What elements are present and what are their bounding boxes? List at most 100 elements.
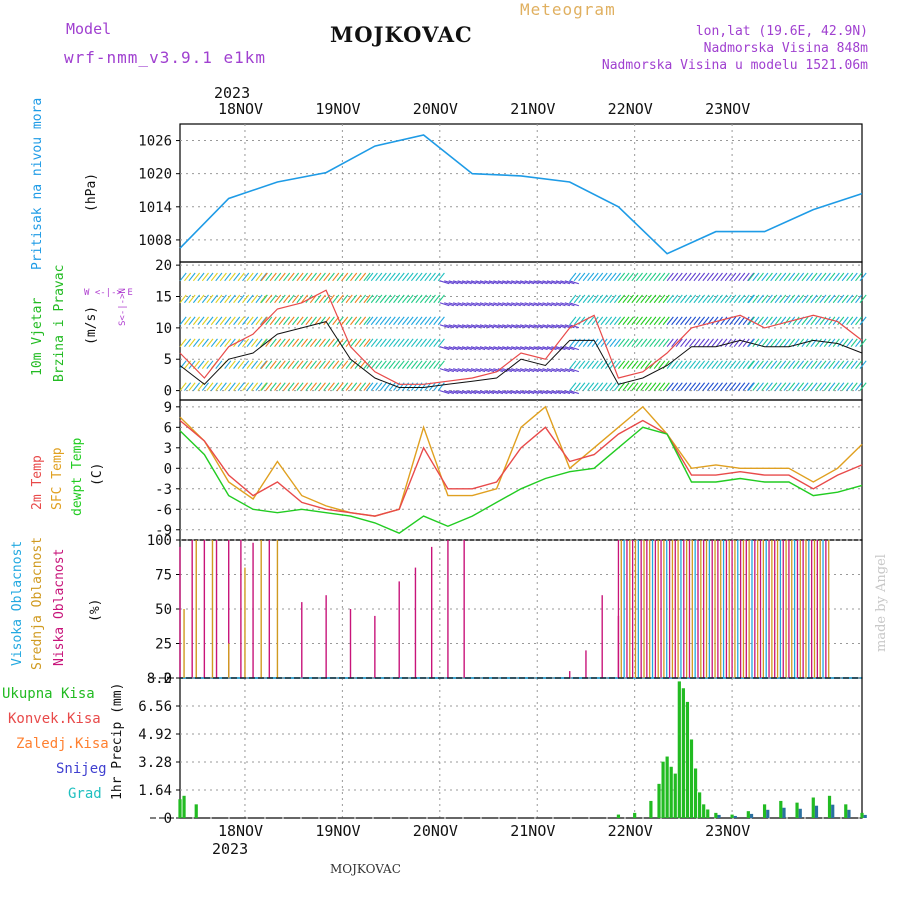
wind-barb bbox=[569, 390, 580, 395]
wind-barb bbox=[233, 294, 241, 304]
precip-bar bbox=[661, 761, 665, 818]
wind-barb bbox=[797, 338, 805, 348]
wind-barb bbox=[761, 272, 769, 282]
wind-barb bbox=[406, 360, 414, 369]
wind-barb bbox=[546, 346, 557, 351]
wind-barb bbox=[278, 294, 286, 304]
wind-barb bbox=[370, 338, 378, 348]
precip-bar bbox=[649, 800, 653, 818]
wind-barb bbox=[206, 338, 214, 348]
wind-barb bbox=[617, 272, 626, 282]
wind-barb bbox=[415, 338, 423, 348]
wind-barb bbox=[756, 316, 764, 326]
wind-barb bbox=[296, 382, 304, 391]
wind-barb bbox=[437, 294, 445, 304]
wind-barb bbox=[626, 360, 635, 369]
wind-barb bbox=[506, 346, 517, 351]
wind-barb bbox=[260, 294, 268, 304]
wind-barb bbox=[653, 316, 661, 326]
wind-barb bbox=[747, 272, 755, 282]
wind-barb bbox=[756, 360, 764, 369]
wind-barb bbox=[837, 316, 845, 326]
wind-barb bbox=[511, 324, 521, 329]
wind-barb bbox=[551, 302, 562, 307]
wind-barb bbox=[689, 360, 697, 369]
wind-barb bbox=[693, 338, 701, 348]
wind-barb bbox=[237, 316, 245, 326]
wind-barb bbox=[502, 324, 513, 329]
wind-barb bbox=[470, 324, 481, 329]
wind-barb bbox=[765, 338, 773, 348]
wind-barb bbox=[415, 272, 423, 282]
wind-barb bbox=[715, 360, 723, 369]
wind-barb bbox=[448, 390, 459, 395]
wind-barb bbox=[846, 294, 854, 304]
wind-barb bbox=[742, 272, 750, 282]
wind-barb bbox=[345, 382, 353, 391]
wind-barb bbox=[626, 382, 635, 391]
wind-barb bbox=[433, 382, 441, 391]
wind-barb bbox=[779, 382, 787, 391]
wind-barb bbox=[283, 338, 291, 348]
wind-barb bbox=[528, 368, 539, 373]
wind-barb bbox=[228, 294, 236, 304]
wind-barb bbox=[242, 316, 250, 326]
wind-barb bbox=[242, 294, 250, 304]
wind-barb bbox=[269, 382, 277, 391]
wind-barb bbox=[855, 338, 863, 348]
wind-barb bbox=[283, 316, 291, 326]
wind-barb bbox=[810, 382, 818, 391]
wind-barb bbox=[819, 382, 827, 391]
lonlat-label: lon,lat (19.6E, 42.9N) bbox=[695, 24, 868, 39]
wind-barb bbox=[792, 272, 800, 282]
wind-barb bbox=[188, 382, 196, 391]
wind-barb bbox=[265, 338, 273, 348]
precip-bar bbox=[616, 814, 621, 818]
wind-barb bbox=[644, 272, 652, 282]
wind-barb bbox=[524, 346, 535, 351]
wind-barb bbox=[528, 346, 539, 351]
precip-bar-snow bbox=[766, 809, 770, 818]
wind-barb bbox=[242, 360, 250, 369]
wind-barb bbox=[788, 382, 796, 391]
wind-barb bbox=[846, 272, 854, 282]
wind-barb bbox=[823, 338, 831, 348]
wind-barb bbox=[720, 294, 728, 304]
wind-barb bbox=[341, 338, 349, 348]
wind-barb bbox=[752, 360, 760, 369]
precip-bar bbox=[681, 688, 685, 818]
wind-barb bbox=[560, 324, 571, 329]
wind-barb bbox=[384, 294, 392, 304]
wind-barb bbox=[493, 346, 504, 351]
wind-barb bbox=[715, 382, 723, 391]
wind-barb bbox=[201, 360, 209, 369]
wind-barb bbox=[706, 272, 714, 282]
wind-barb bbox=[255, 294, 263, 304]
pressure-unit: (hPa) bbox=[84, 172, 99, 212]
precip-bar-snow bbox=[863, 814, 867, 818]
wind-barb bbox=[292, 272, 300, 282]
wind-barb bbox=[488, 302, 499, 307]
wind-barb bbox=[779, 294, 787, 304]
wind-barb bbox=[555, 346, 566, 351]
wind-barb bbox=[850, 316, 858, 326]
wind-barb bbox=[470, 302, 481, 307]
wind-barb bbox=[228, 272, 236, 282]
wind-barb bbox=[410, 294, 419, 304]
wind-barb bbox=[366, 382, 374, 391]
wind-barb bbox=[246, 360, 254, 369]
wind-barb bbox=[819, 338, 827, 348]
wind-barb bbox=[336, 360, 344, 369]
wind-barb bbox=[363, 382, 371, 391]
wind-barb bbox=[300, 294, 309, 304]
wind-barb bbox=[546, 324, 557, 329]
wind-barb bbox=[573, 360, 581, 369]
wind-barb bbox=[309, 360, 317, 369]
wind-barb bbox=[269, 272, 277, 282]
wind-barb bbox=[179, 272, 187, 282]
wind-barb bbox=[210, 316, 218, 326]
wind-barb bbox=[537, 346, 548, 351]
wind-barb bbox=[444, 302, 454, 307]
wind-barb bbox=[274, 338, 282, 348]
wind-barb bbox=[366, 360, 374, 369]
